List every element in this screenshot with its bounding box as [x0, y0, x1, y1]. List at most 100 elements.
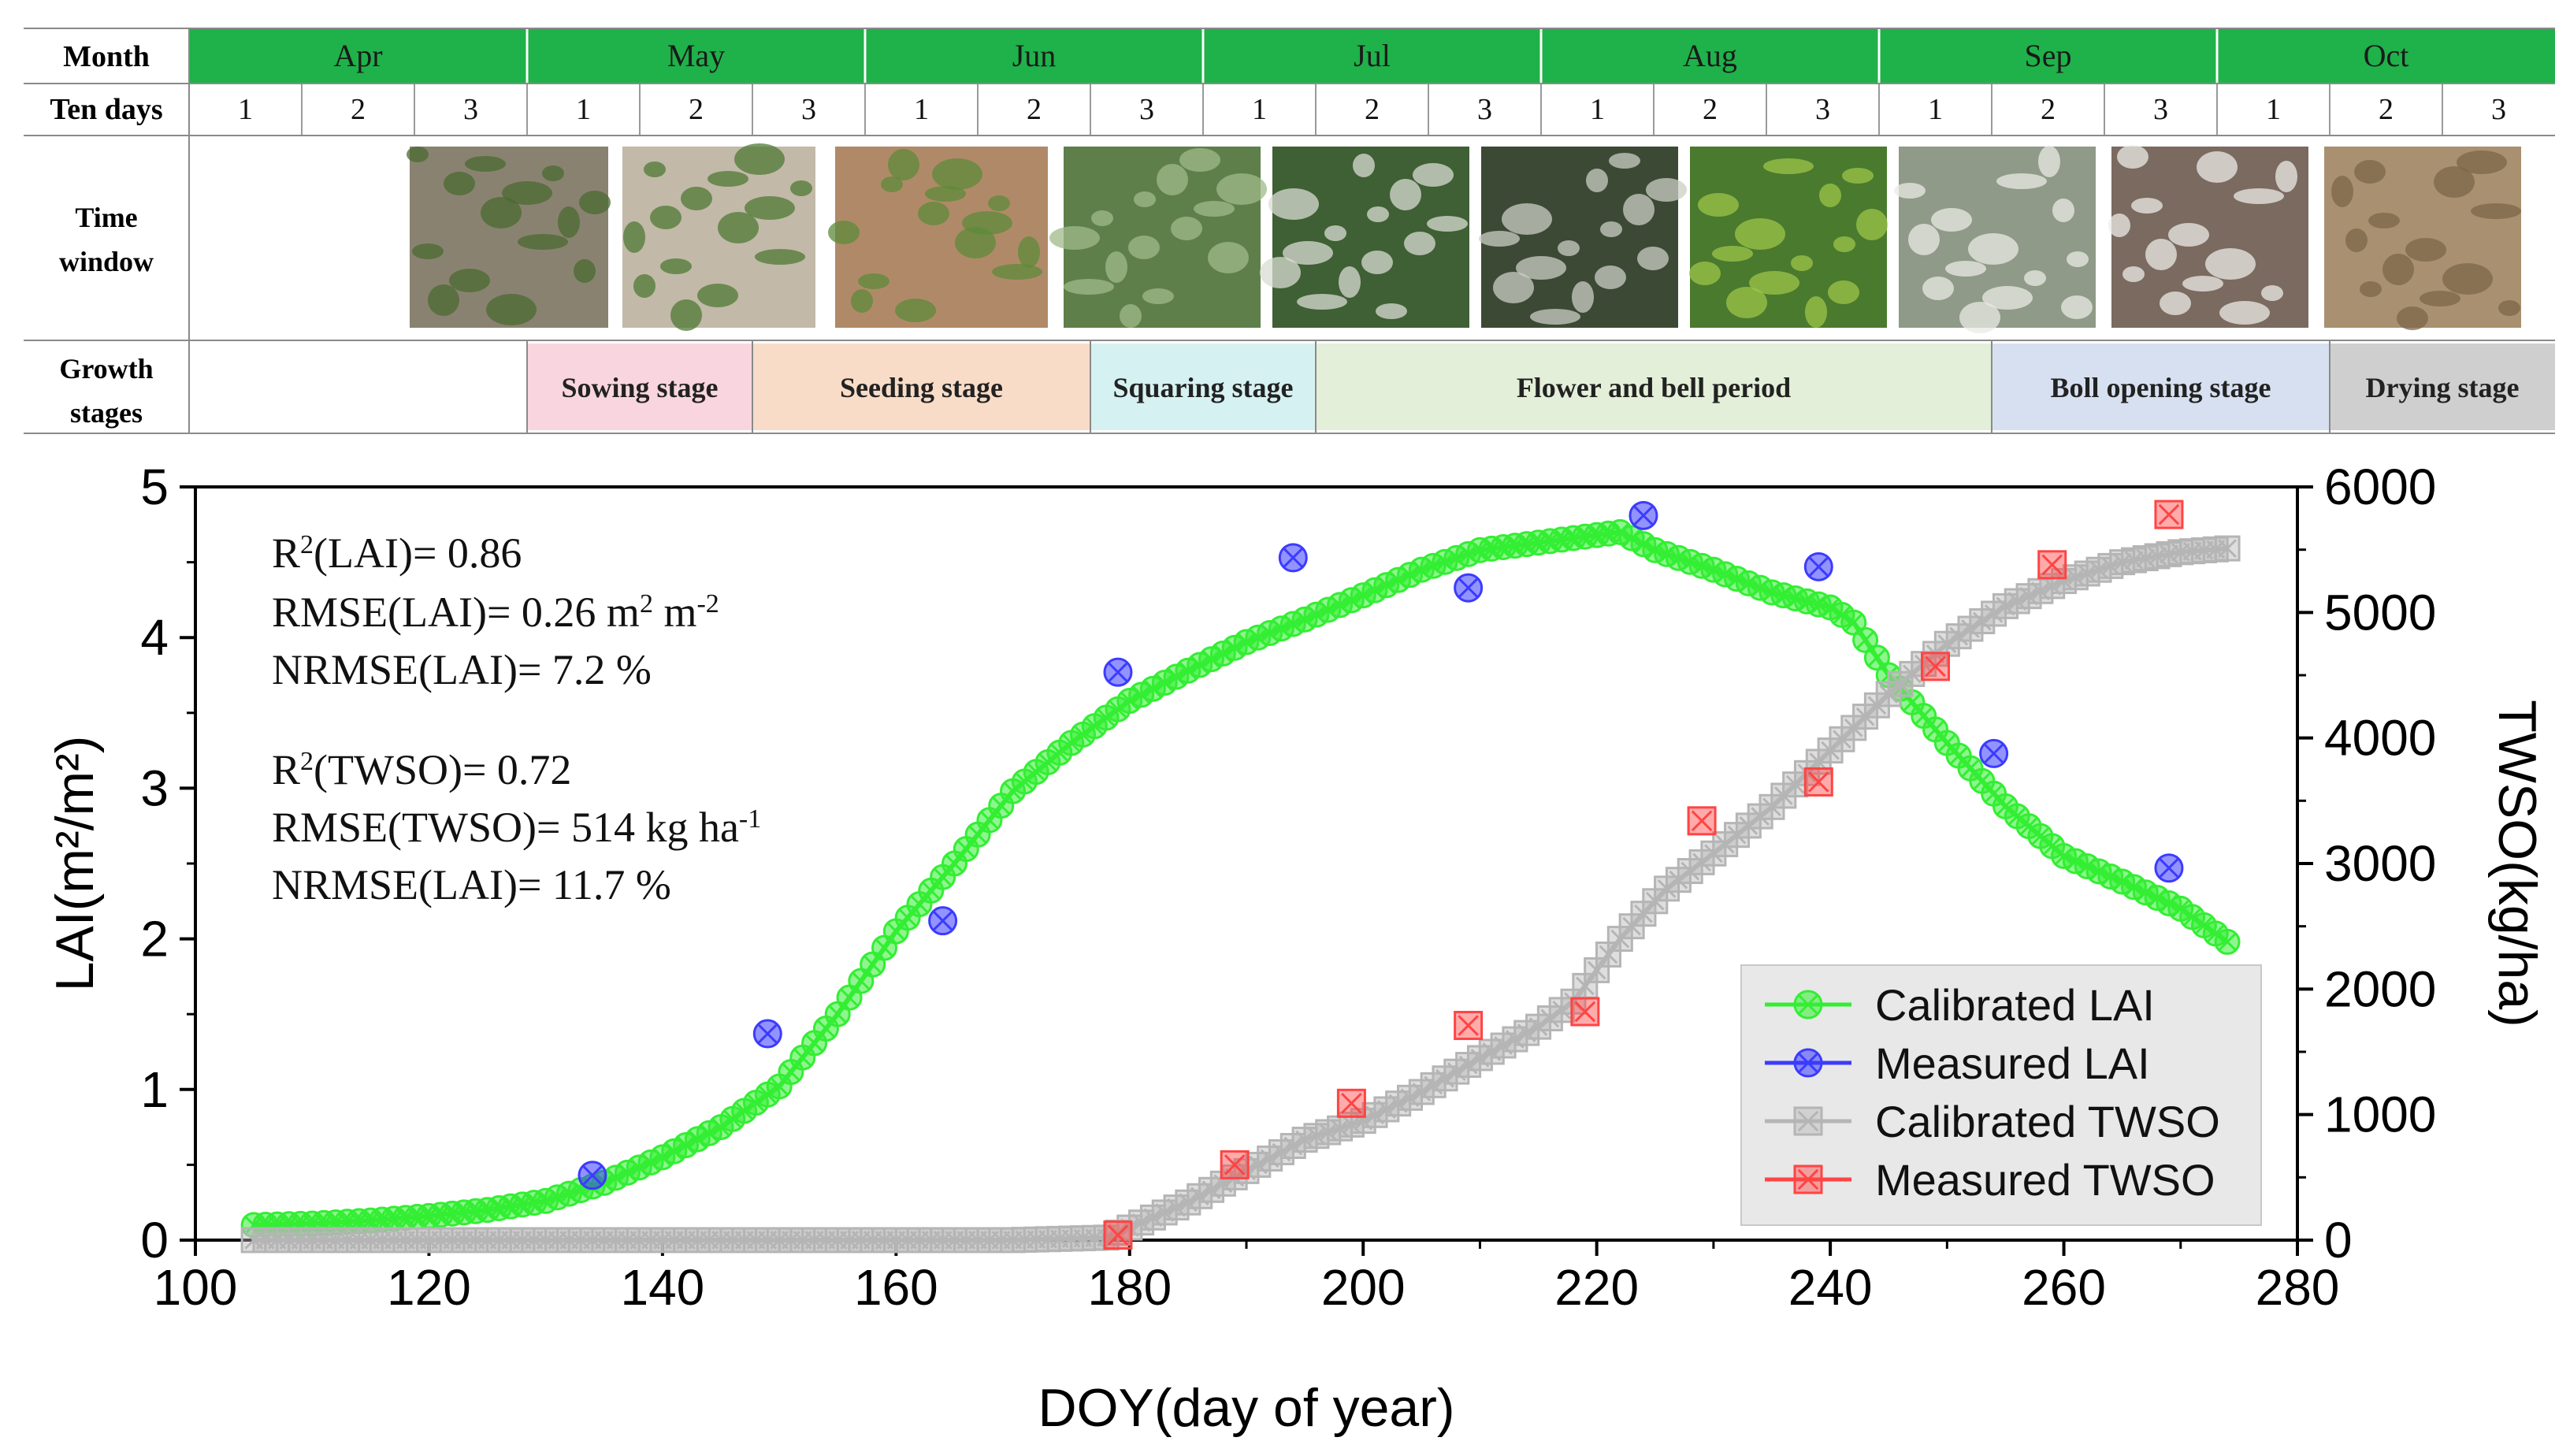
ten-days-cell: 1	[1590, 93, 1605, 126]
field-photo-detail	[1157, 164, 1188, 195]
marker-cross	[1983, 743, 2004, 764]
marker-cross	[1587, 960, 1606, 980]
marker-cross	[1107, 661, 1129, 683]
x-tick-label: 220	[1554, 1259, 1639, 1316]
row-label-time-window: window	[59, 246, 154, 277]
y-left-tick-label: 0	[140, 1212, 169, 1268]
marker-cross	[1574, 1001, 1596, 1023]
series-point	[2214, 928, 2241, 955]
month-label-apr: Apr	[333, 38, 382, 73]
ten-days-cell: 2	[2379, 93, 2394, 126]
field-photo-detail	[1516, 256, 1566, 280]
field-photo-detail	[2434, 166, 2475, 198]
field-photo-detail	[2382, 254, 2414, 285]
growth-stage-label: Squaring stage	[1112, 372, 1293, 403]
marker-cross	[1458, 577, 1479, 599]
field-photo-detail	[1908, 224, 1940, 255]
stats-annotation-part: -1	[739, 804, 761, 834]
growth-stage-band	[1992, 344, 2330, 430]
measured-point	[2154, 500, 2184, 529]
ten-days-cell: 3	[801, 93, 816, 126]
measured-point	[2154, 853, 2184, 883]
field-photo-detail	[2405, 238, 2446, 262]
ten-days-cell: 3	[2491, 93, 2506, 126]
stats-annotation: RMSE(TWSO)= 514 kg ha-1	[272, 804, 761, 851]
field-photo-detail	[1749, 271, 1799, 295]
series-point	[1584, 956, 1610, 983]
field-photo-detail	[851, 289, 873, 313]
stats-annotation-part: R	[272, 529, 300, 577]
field-photo-detail	[428, 284, 459, 316]
field-photo-detail	[1502, 203, 1552, 235]
field-photo-detail	[1390, 179, 1421, 210]
field-photo-detail	[2234, 188, 2284, 204]
measured-point	[1103, 657, 1133, 687]
stats-annotation-part: NRMSE(LAI)= 7.2 %	[272, 646, 652, 693]
field-photo-detail	[2024, 270, 2046, 286]
field-photo-detail	[2368, 213, 2400, 228]
field-photo-detail	[1427, 216, 1468, 232]
y-right-tick-label: 0	[2324, 1212, 2353, 1268]
measured-point	[1454, 1011, 1484, 1041]
ten-days-cell: 1	[576, 93, 591, 126]
measured-point	[1687, 806, 1717, 836]
y-left-axis-label: LAI(m²/m²)	[45, 736, 105, 992]
field-photo-detail	[1646, 178, 1687, 202]
field-photo-detail	[2131, 198, 2163, 214]
marker-cross	[1341, 1093, 1362, 1114]
ten-days-cell: 2	[1365, 93, 1380, 126]
field-photo-detail	[2122, 266, 2145, 282]
field-photo-detail	[962, 211, 1012, 235]
series-point	[1595, 942, 1621, 968]
stats-annotation-part: -2	[696, 589, 719, 618]
stats-annotation-part: 2	[300, 747, 314, 776]
stats-annotation-part: (TWSO)= 0.72	[314, 746, 571, 793]
field-photo-detail	[745, 196, 795, 220]
row-label-month: Month	[63, 40, 150, 73]
marker-cross	[1925, 656, 1946, 678]
marker-cross	[1867, 648, 1887, 667]
month-label-sep: Sep	[2025, 38, 2072, 73]
growth-stage-label: Drying stage	[2366, 372, 2520, 403]
field-photo-detail	[888, 149, 919, 180]
field-photo-detail	[918, 202, 949, 225]
field-photo-detail	[1726, 287, 1767, 318]
field-photo-detail	[734, 143, 785, 175]
growth-stage-label: Seeding stage	[840, 372, 1003, 403]
x-tick-label: 200	[1321, 1259, 1406, 1316]
marker-cross	[1224, 1154, 1246, 1176]
field-photo-detail	[881, 176, 903, 192]
field-photo-detail	[718, 212, 759, 243]
y-left-tick-label: 3	[140, 760, 169, 816]
field-photo-detail	[1805, 296, 1827, 328]
field-photo-detail	[1856, 209, 1888, 240]
field-photo-detail	[1968, 233, 2018, 265]
measured-point	[2037, 550, 2067, 580]
measured-point	[1454, 573, 1484, 603]
x-tick-label: 280	[2256, 1259, 2340, 1316]
field-photo-detail	[633, 274, 655, 298]
x-tick-label: 160	[854, 1259, 938, 1316]
y-right-axis-label: TWSO(kg/ha)	[2487, 700, 2547, 1027]
series-measured-lai	[578, 500, 2184, 1190]
field-photo-detail	[407, 147, 429, 162]
field-photo-detail	[1572, 281, 1594, 313]
field-photo-detail	[1996, 173, 2047, 189]
field-photo-detail	[858, 273, 889, 289]
marker-cross	[1691, 810, 1713, 832]
x-tick-label: 240	[1788, 1259, 1873, 1316]
field-photo-detail	[449, 269, 490, 292]
field-photo-detail	[1931, 208, 1972, 232]
marker-cross	[2218, 539, 2237, 558]
marker-cross	[1599, 945, 1618, 964]
field-photo-detail	[1623, 194, 1655, 225]
field-photo-detail	[1134, 191, 1156, 207]
field-photo-detail	[895, 299, 936, 322]
field-photo-detail	[2498, 300, 2520, 316]
measured-point	[1278, 543, 1308, 573]
field-photo-detail	[1791, 255, 1813, 271]
field-photo-detail	[2145, 239, 2177, 270]
marker-cross	[1458, 1015, 1479, 1036]
stats-annotation-part: (LAI)= 0.86	[314, 529, 522, 577]
field-photo-detail	[623, 221, 645, 253]
